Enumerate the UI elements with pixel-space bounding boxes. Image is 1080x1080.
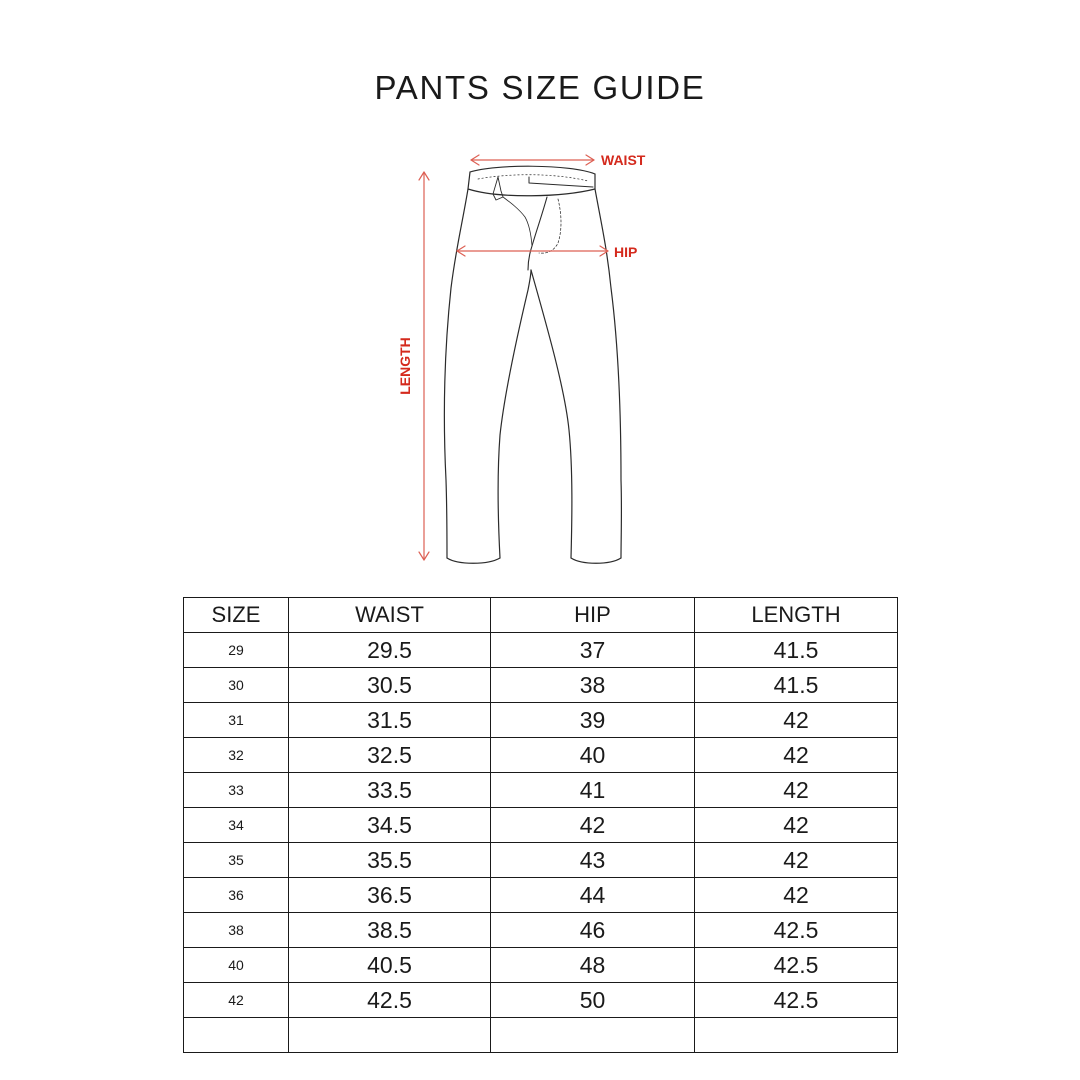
svg-text:WAIST: WAIST — [601, 152, 646, 168]
svg-text:LENGTH: LENGTH — [397, 337, 413, 395]
svg-text:HIP: HIP — [614, 244, 637, 260]
